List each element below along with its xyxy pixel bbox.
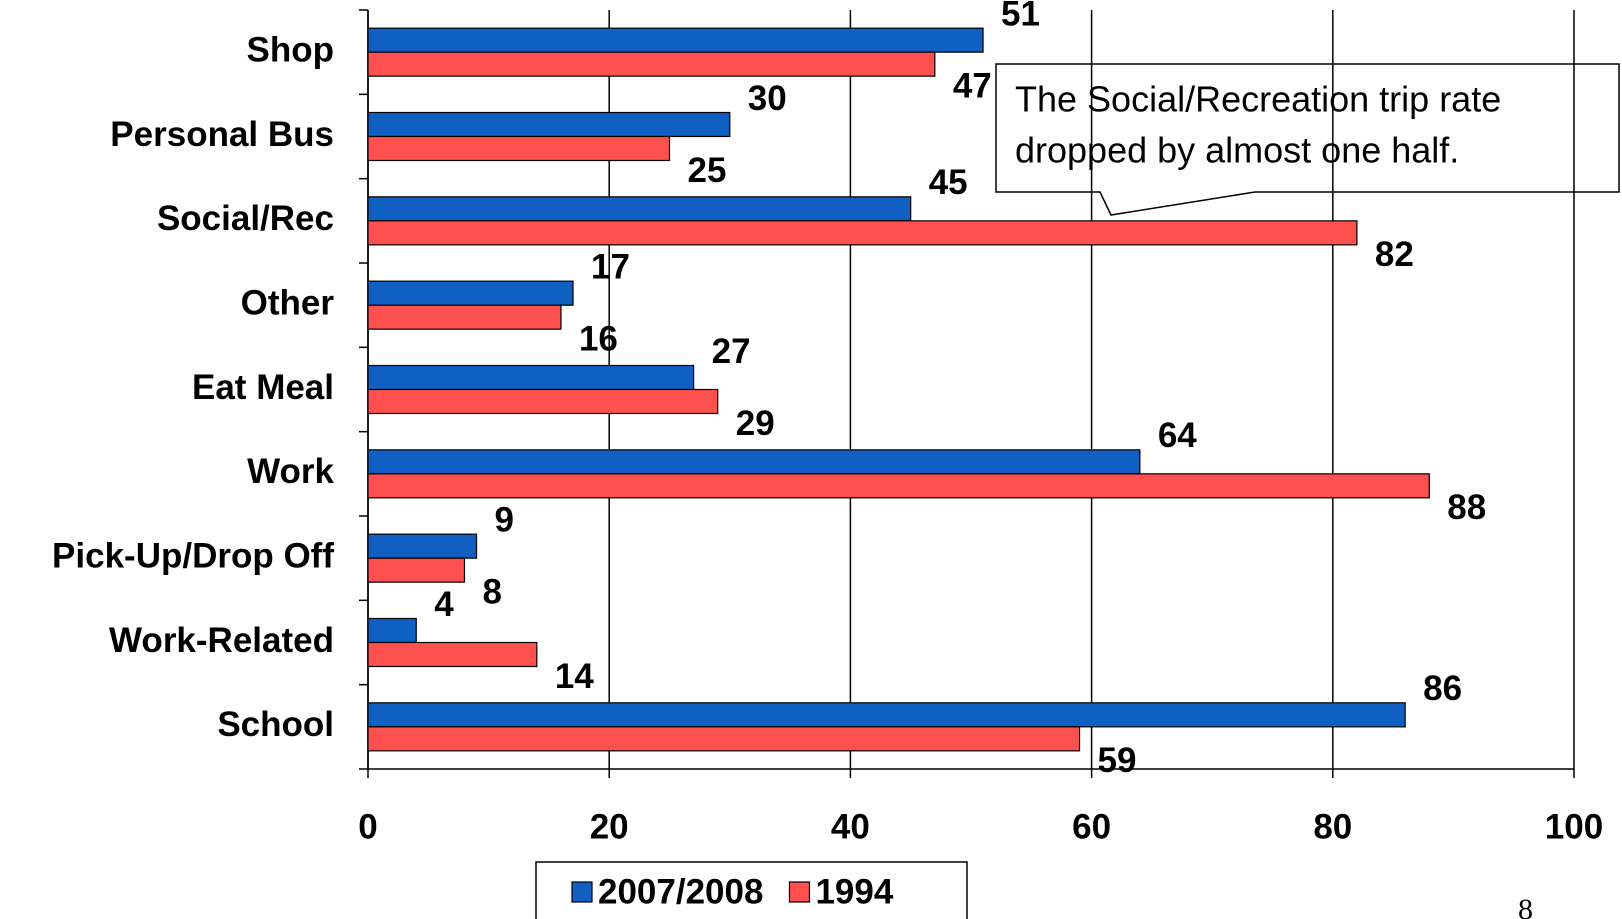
bar: [367, 111, 731, 138]
y-tick-label: Pick-Up/Drop Off: [52, 536, 334, 575]
y-tick-label: Other: [241, 283, 335, 322]
y-tick-label: Shop: [247, 30, 334, 69]
value-label: 4: [434, 585, 454, 624]
annotation-line: dropped by almost one half.: [1015, 130, 1459, 171]
bar: [367, 280, 574, 306]
legend-box: [535, 861, 968, 919]
value-label: 14: [555, 657, 594, 696]
x-tick-label: 40: [831, 807, 870, 846]
value-label: 30: [748, 79, 787, 118]
callout-box: [995, 63, 1620, 216]
y-tick-label: Work: [247, 452, 334, 491]
value-label: 86: [1423, 669, 1462, 708]
x-tick-label: 60: [1072, 807, 1111, 846]
value-label: 47: [953, 66, 992, 105]
bar: [367, 27, 984, 53]
value-label: 29: [736, 404, 775, 443]
bar: [367, 196, 912, 222]
bar: [367, 304, 562, 330]
bar: [367, 51, 936, 77]
y-tick-label: Personal Bus: [110, 115, 334, 154]
legend-label: 2007/2008: [598, 872, 763, 911]
legend-swatch: [788, 881, 811, 903]
y-tick-label: Eat Meal: [192, 368, 334, 407]
y-tick-label: Work-Related: [109, 621, 334, 660]
y-tick-label: Social/Rec: [157, 199, 334, 238]
bar: [367, 557, 466, 583]
value-label: 88: [1447, 488, 1486, 527]
bar: [367, 726, 1081, 752]
y-tick-label: School: [217, 705, 334, 744]
legend-label: 1994: [815, 872, 893, 911]
bar: [367, 702, 1406, 728]
value-label: 16: [579, 319, 618, 358]
x-tick-label: 0: [358, 807, 377, 846]
value-label: 9: [495, 500, 514, 539]
value-label: 45: [929, 163, 968, 202]
value-label: 59: [1098, 741, 1137, 780]
bar: [367, 473, 1430, 499]
x-tick-label: 100: [1545, 807, 1603, 846]
bar: [367, 135, 671, 162]
value-label: 27: [712, 332, 751, 371]
value-label: 8: [482, 572, 501, 611]
bar: [367, 364, 695, 391]
value-label: 17: [591, 247, 630, 286]
annotation-line: The Social/Recreation trip rate: [1015, 79, 1501, 120]
x-tick-label: 20: [590, 807, 629, 846]
bar: [367, 533, 478, 559]
bar: [367, 220, 1358, 246]
bar: [367, 617, 417, 644]
bar: [367, 449, 1141, 475]
value-label: 64: [1158, 416, 1197, 455]
value-label: 25: [688, 151, 727, 190]
legend-swatch: [571, 881, 593, 903]
value-label: 82: [1375, 235, 1414, 274]
value-label: 51: [1001, 0, 1040, 33]
page-number: 8: [1518, 893, 1533, 919]
bar: [367, 641, 538, 668]
x-tick-label: 80: [1313, 807, 1352, 846]
bar: [367, 388, 719, 415]
